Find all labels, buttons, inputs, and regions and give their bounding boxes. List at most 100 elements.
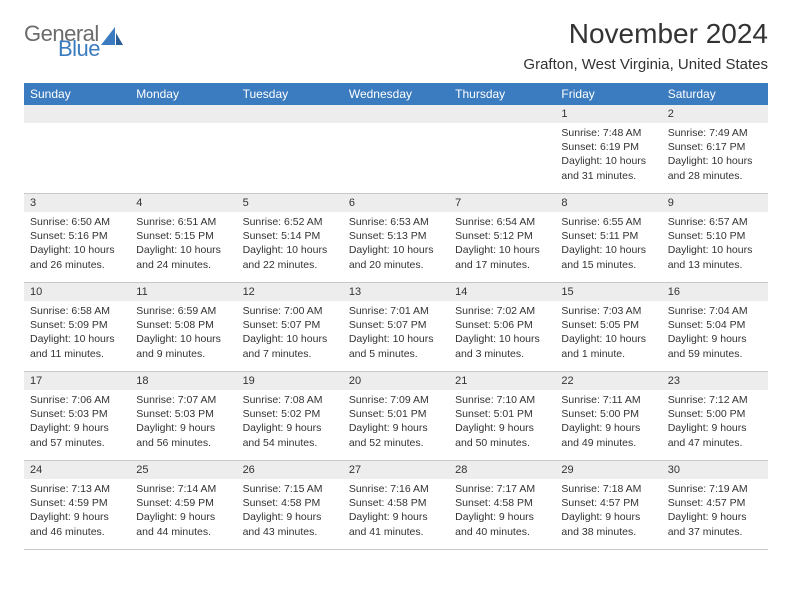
- sunrise-text: Sunrise: 7:02 AM: [455, 304, 549, 318]
- day-body: Sunrise: 6:59 AMSunset: 5:08 PMDaylight:…: [130, 301, 236, 364]
- week-row: 1Sunrise: 7:48 AMSunset: 6:19 PMDaylight…: [24, 105, 768, 194]
- day-body: Sunrise: 7:04 AMSunset: 5:04 PMDaylight:…: [662, 301, 768, 364]
- sunrise-text: Sunrise: 7:16 AM: [349, 482, 443, 496]
- daylight-text: Daylight: 9 hours and 54 minutes.: [243, 421, 337, 449]
- day-cell: [237, 105, 343, 193]
- day-cell: 30Sunrise: 7:19 AMSunset: 4:57 PMDayligh…: [662, 461, 768, 549]
- day-cell: 27Sunrise: 7:16 AMSunset: 4:58 PMDayligh…: [343, 461, 449, 549]
- daylight-text: Daylight: 10 hours and 15 minutes.: [561, 243, 655, 271]
- sunrise-text: Sunrise: 6:57 AM: [668, 215, 762, 229]
- sunset-text: Sunset: 5:08 PM: [136, 318, 230, 332]
- day-body: Sunrise: 7:17 AMSunset: 4:58 PMDaylight:…: [449, 479, 555, 542]
- day-number: 7: [449, 194, 555, 212]
- day-cell: 23Sunrise: 7:12 AMSunset: 5:00 PMDayligh…: [662, 372, 768, 460]
- day-body: Sunrise: 7:11 AMSunset: 5:00 PMDaylight:…: [555, 390, 661, 453]
- sunset-text: Sunset: 5:02 PM: [243, 407, 337, 421]
- day-cell: 11Sunrise: 6:59 AMSunset: 5:08 PMDayligh…: [130, 283, 236, 371]
- sunset-text: Sunset: 4:58 PM: [243, 496, 337, 510]
- sunset-text: Sunset: 5:12 PM: [455, 229, 549, 243]
- daylight-text: Daylight: 9 hours and 50 minutes.: [455, 421, 549, 449]
- day-cell: 15Sunrise: 7:03 AMSunset: 5:05 PMDayligh…: [555, 283, 661, 371]
- sunset-text: Sunset: 5:06 PM: [455, 318, 549, 332]
- day-number: 19: [237, 372, 343, 390]
- day-body: Sunrise: 6:55 AMSunset: 5:11 PMDaylight:…: [555, 212, 661, 275]
- day-number: 13: [343, 283, 449, 301]
- day-number: 8: [555, 194, 661, 212]
- sunrise-text: Sunrise: 6:54 AM: [455, 215, 549, 229]
- sunset-text: Sunset: 6:19 PM: [561, 140, 655, 154]
- day-body: Sunrise: 7:18 AMSunset: 4:57 PMDaylight:…: [555, 479, 661, 542]
- logo-text-block: General Blue: [24, 24, 123, 60]
- day-body: Sunrise: 7:10 AMSunset: 5:01 PMDaylight:…: [449, 390, 555, 453]
- sunset-text: Sunset: 5:00 PM: [668, 407, 762, 421]
- day-body: Sunrise: 7:12 AMSunset: 5:00 PMDaylight:…: [662, 390, 768, 453]
- daylight-text: Daylight: 9 hours and 40 minutes.: [455, 510, 549, 538]
- day-number: 5: [237, 194, 343, 212]
- day-number: 6: [343, 194, 449, 212]
- day-body: Sunrise: 6:52 AMSunset: 5:14 PMDaylight:…: [237, 212, 343, 275]
- daylight-text: Daylight: 10 hours and 3 minutes.: [455, 332, 549, 360]
- day-body: Sunrise: 7:13 AMSunset: 4:59 PMDaylight:…: [24, 479, 130, 542]
- sunrise-text: Sunrise: 6:51 AM: [136, 215, 230, 229]
- day-body: Sunrise: 6:51 AMSunset: 5:15 PMDaylight:…: [130, 212, 236, 275]
- day-cell: 1Sunrise: 7:48 AMSunset: 6:19 PMDaylight…: [555, 105, 661, 193]
- day-body: Sunrise: 7:07 AMSunset: 5:03 PMDaylight:…: [130, 390, 236, 453]
- week-row: 3Sunrise: 6:50 AMSunset: 5:16 PMDaylight…: [24, 194, 768, 283]
- day-number: 18: [130, 372, 236, 390]
- day-cell: 9Sunrise: 6:57 AMSunset: 5:10 PMDaylight…: [662, 194, 768, 282]
- sunrise-text: Sunrise: 7:12 AM: [668, 393, 762, 407]
- weekday-cell: Saturday: [662, 83, 768, 105]
- daylight-text: Daylight: 9 hours and 59 minutes.: [668, 332, 762, 360]
- day-number: 11: [130, 283, 236, 301]
- daylight-text: Daylight: 10 hours and 20 minutes.: [349, 243, 443, 271]
- sunrise-text: Sunrise: 7:03 AM: [561, 304, 655, 318]
- daylight-text: Daylight: 9 hours and 47 minutes.: [668, 421, 762, 449]
- sunrise-text: Sunrise: 6:50 AM: [30, 215, 124, 229]
- day-number: 30: [662, 461, 768, 479]
- sunset-text: Sunset: 5:01 PM: [455, 407, 549, 421]
- sunset-text: Sunset: 4:57 PM: [561, 496, 655, 510]
- weekday-header-row: SundayMondayTuesdayWednesdayThursdayFrid…: [24, 83, 768, 105]
- day-cell: 20Sunrise: 7:09 AMSunset: 5:01 PMDayligh…: [343, 372, 449, 460]
- sunrise-text: Sunrise: 7:11 AM: [561, 393, 655, 407]
- sunset-text: Sunset: 5:03 PM: [30, 407, 124, 421]
- sunset-text: Sunset: 6:17 PM: [668, 140, 762, 154]
- sunrise-text: Sunrise: 7:18 AM: [561, 482, 655, 496]
- day-number: 3: [24, 194, 130, 212]
- sunrise-text: Sunrise: 7:14 AM: [136, 482, 230, 496]
- sunrise-text: Sunrise: 7:00 AM: [243, 304, 337, 318]
- sunrise-text: Sunrise: 7:13 AM: [30, 482, 124, 496]
- sunset-text: Sunset: 5:14 PM: [243, 229, 337, 243]
- sunrise-text: Sunrise: 6:58 AM: [30, 304, 124, 318]
- sunset-text: Sunset: 5:11 PM: [561, 229, 655, 243]
- sunset-text: Sunset: 5:03 PM: [136, 407, 230, 421]
- day-body: Sunrise: 7:09 AMSunset: 5:01 PMDaylight:…: [343, 390, 449, 453]
- day-body: Sunrise: 7:19 AMSunset: 4:57 PMDaylight:…: [662, 479, 768, 542]
- sunset-text: Sunset: 5:10 PM: [668, 229, 762, 243]
- day-cell: 4Sunrise: 6:51 AMSunset: 5:15 PMDaylight…: [130, 194, 236, 282]
- sunset-text: Sunset: 5:09 PM: [30, 318, 124, 332]
- day-number: 14: [449, 283, 555, 301]
- weekday-cell: Thursday: [449, 83, 555, 105]
- week-row: 24Sunrise: 7:13 AMSunset: 4:59 PMDayligh…: [24, 461, 768, 550]
- daylight-text: Daylight: 10 hours and 13 minutes.: [668, 243, 762, 271]
- day-body: Sunrise: 7:01 AMSunset: 5:07 PMDaylight:…: [343, 301, 449, 364]
- daylight-text: Daylight: 10 hours and 9 minutes.: [136, 332, 230, 360]
- day-number: 20: [343, 372, 449, 390]
- weekday-cell: Friday: [555, 83, 661, 105]
- daylight-text: Daylight: 9 hours and 46 minutes.: [30, 510, 124, 538]
- day-cell: 24Sunrise: 7:13 AMSunset: 4:59 PMDayligh…: [24, 461, 130, 549]
- daylight-text: Daylight: 10 hours and 24 minutes.: [136, 243, 230, 271]
- day-body: Sunrise: 6:53 AMSunset: 5:13 PMDaylight:…: [343, 212, 449, 275]
- sunset-text: Sunset: 5:07 PM: [349, 318, 443, 332]
- day-cell: 17Sunrise: 7:06 AMSunset: 5:03 PMDayligh…: [24, 372, 130, 460]
- empty-day-bar: [449, 105, 555, 123]
- empty-day-bar: [130, 105, 236, 123]
- day-number: 4: [130, 194, 236, 212]
- day-number: 25: [130, 461, 236, 479]
- day-cell: 28Sunrise: 7:17 AMSunset: 4:58 PMDayligh…: [449, 461, 555, 549]
- sunrise-text: Sunrise: 7:19 AM: [668, 482, 762, 496]
- day-cell: [343, 105, 449, 193]
- daylight-text: Daylight: 9 hours and 56 minutes.: [136, 421, 230, 449]
- daylight-text: Daylight: 10 hours and 28 minutes.: [668, 154, 762, 182]
